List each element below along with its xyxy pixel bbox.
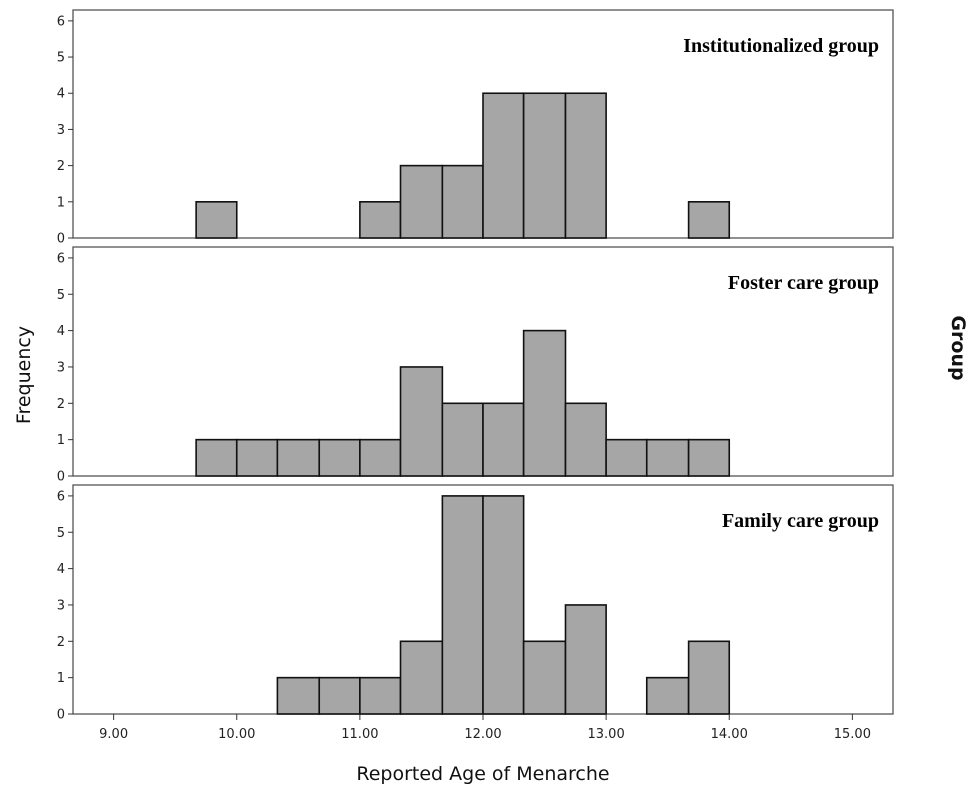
histogram-bar	[276, 676, 321, 715]
panel-title: Institutionalized group	[683, 35, 879, 57]
panel-0: 0 1 2 3 4 5 6 Institutionalized group	[57, 9, 894, 247]
histogram-bar	[482, 495, 525, 715]
y-tick-label: 0	[57, 708, 65, 723]
y-tick-label: 1	[57, 195, 65, 210]
x-tick-label: 15.00	[834, 727, 871, 742]
panel-title: Family care group	[722, 510, 879, 532]
histogram-bar	[645, 438, 690, 477]
x-tick-label: 13.00	[588, 727, 625, 742]
y-tick-label: 3	[57, 360, 65, 375]
histogram-bar	[318, 438, 361, 477]
y-tick-label: 6	[57, 251, 65, 266]
x-tick-label: 12.00	[464, 727, 501, 742]
x-tick-label: 9.00	[99, 727, 128, 742]
histogram-bar	[522, 640, 567, 715]
histogram-bar	[399, 640, 444, 715]
y-tick-label: 2	[57, 635, 65, 650]
y-tick-label: 0	[57, 470, 65, 485]
histogram-bar	[359, 201, 402, 239]
histogram-bar	[522, 329, 567, 477]
y-tick-label: 5	[57, 51, 65, 66]
histogram-bar	[359, 676, 402, 715]
histogram-bar	[645, 676, 690, 715]
histogram-bar	[687, 640, 731, 715]
panel-title: Foster care group	[728, 272, 879, 294]
y-tick-label: 6	[57, 489, 65, 504]
x-tick-label: 14.00	[711, 727, 748, 742]
histogram-bar	[318, 676, 361, 715]
histogram-bar	[195, 438, 238, 477]
histogram-bar	[276, 438, 321, 477]
histogram-bar	[564, 402, 607, 477]
y-tick-label: 2	[57, 159, 65, 174]
y-tick-label: 2	[57, 397, 65, 412]
y-tick-label: 1	[57, 433, 65, 448]
histogram-bar	[605, 438, 648, 477]
histogram-bar	[687, 438, 731, 477]
histogram-bar	[522, 92, 567, 239]
histogram-bar	[687, 201, 731, 239]
histogram-bar	[441, 495, 484, 715]
group-side-title: Group	[947, 315, 969, 380]
panels: 0 1 2 3 4 5 6 Institutionalized group 0 1 2 3 4 5 6 Fos…	[57, 9, 894, 723]
histogram-bar	[195, 201, 238, 239]
x-tick-label: 11.00	[341, 727, 378, 742]
x-tick-label: 10.00	[218, 727, 255, 742]
histogram-bar	[564, 604, 607, 715]
y-tick-label: 3	[57, 598, 65, 613]
histogram-bar	[399, 164, 444, 239]
histogram-bar	[359, 438, 402, 477]
y-tick-label: 4	[57, 324, 65, 339]
histogram-bar	[441, 164, 484, 239]
histogram-bar	[399, 366, 444, 477]
y-tick-label: 4	[57, 87, 65, 102]
y-tick-label: 6	[57, 14, 65, 29]
histogram-bar	[235, 438, 279, 477]
x-axis: 9.00 10.00 11.00 12.00 13.00 14.00 15.00	[99, 714, 871, 742]
panel-2: 0 1 2 3 4 5 6 Family care group	[57, 484, 894, 723]
x-axis-title: Reported Age of Menarche	[356, 763, 609, 785]
y-tick-label: 5	[57, 526, 65, 541]
y-tick-label: 0	[57, 232, 65, 247]
y-tick-label: 3	[57, 123, 65, 138]
histogram-bar	[441, 402, 484, 477]
y-tick-label: 5	[57, 288, 65, 303]
histogram-bar	[482, 92, 525, 239]
histogram-bar	[564, 92, 607, 239]
panel-1: 0 1 2 3 4 5 6 Foster care group	[57, 246, 894, 485]
histogram-bar	[482, 402, 525, 477]
y-tick-label: 1	[57, 671, 65, 686]
y-tick-label: 4	[57, 562, 65, 577]
y-axis-title: Frequency	[13, 326, 35, 424]
